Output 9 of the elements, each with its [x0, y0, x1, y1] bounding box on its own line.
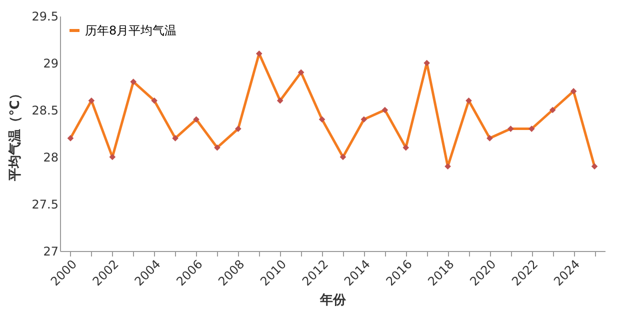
legend-label: 历年8月平均气温 — [85, 24, 177, 38]
y-tick-label: 28.5 — [32, 104, 58, 118]
y-tick-label: 27 — [43, 244, 58, 258]
y-axis-title: 平均气温（℃） — [8, 87, 23, 182]
y-tick-label: 28 — [43, 150, 58, 164]
x-axis-title: 年份 — [319, 292, 347, 308]
y-tick-label: 29 — [43, 56, 58, 70]
y-tick-label: 27.5 — [32, 198, 58, 212]
y-tick-label: 29.5 — [32, 10, 58, 24]
